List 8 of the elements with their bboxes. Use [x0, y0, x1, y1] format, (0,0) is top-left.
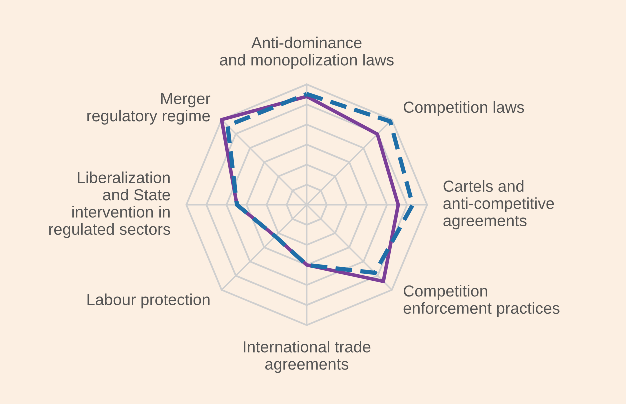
- spoke-label: Competition laws: [404, 101, 524, 116]
- spoke-label: Liberalization and State intervention in regulated sectors: [49, 172, 170, 238]
- spoke-label: Competition enforcement practices: [404, 285, 560, 318]
- spoke-label: Merger regulatory regime: [88, 93, 211, 125]
- spoke-label: Anti-dominance and monopolization laws: [220, 36, 394, 69]
- spoke-label: Labour protection: [88, 294, 210, 309]
- spoke-label: International trade agreements: [244, 341, 371, 374]
- spoke-label: Cartels and anti-competitive agreements: [444, 180, 554, 230]
